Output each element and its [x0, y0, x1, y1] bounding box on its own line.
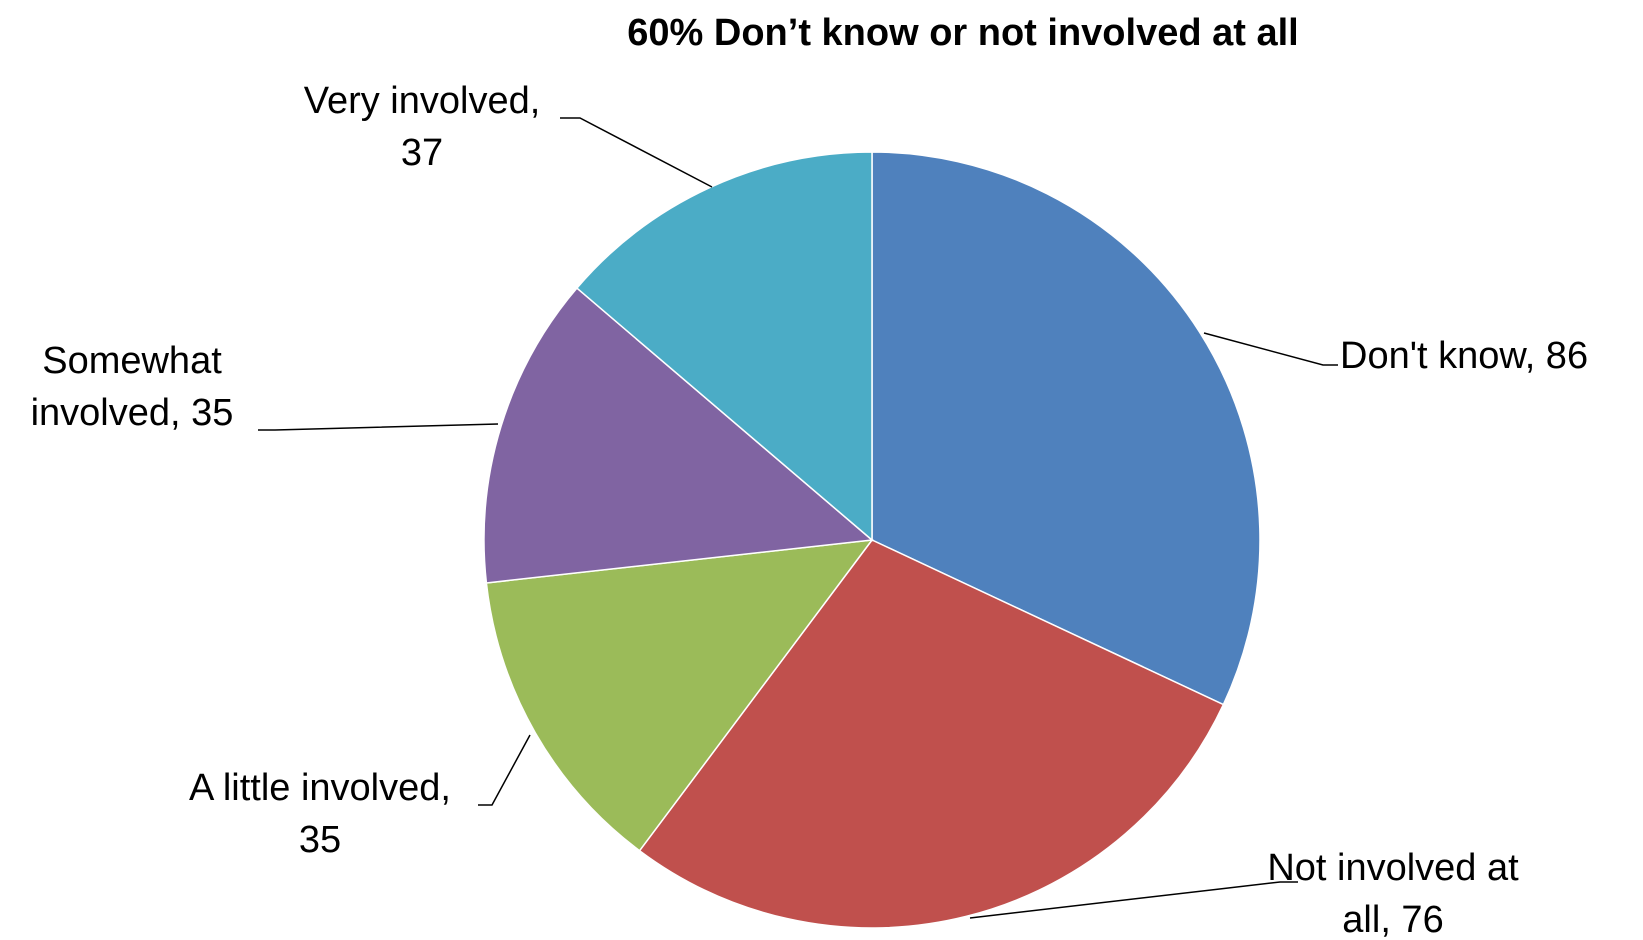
pie-slice: [871, 151, 1261, 706]
data-label: Somewhat involved, 35: [31, 340, 234, 434]
data-label: Very involved, 37: [304, 80, 541, 174]
leader-line: [969, 881, 1298, 919]
pie-slice: [638, 539, 1225, 929]
leader-line: [258, 423, 499, 431]
leader-line: [478, 734, 531, 806]
leader-lines: [258, 117, 1338, 919]
pie-slice: [575, 151, 873, 542]
pie-slice: [485, 539, 874, 852]
leader-line: [1203, 332, 1338, 366]
chart-title: 60% Don’t know or not involved at all: [627, 12, 1298, 54]
pie-slice: [483, 287, 874, 584]
data-label: A little involved, 35: [189, 767, 451, 861]
pie-slices: [483, 151, 1261, 929]
leader-line: [560, 117, 713, 188]
data-label: Not involved at all, 76: [1267, 847, 1519, 940]
data-labels: Don't know, 86 Not involved at all, 76 A li…: [31, 80, 1588, 940]
data-label: Don't know, 86: [1340, 335, 1588, 377]
